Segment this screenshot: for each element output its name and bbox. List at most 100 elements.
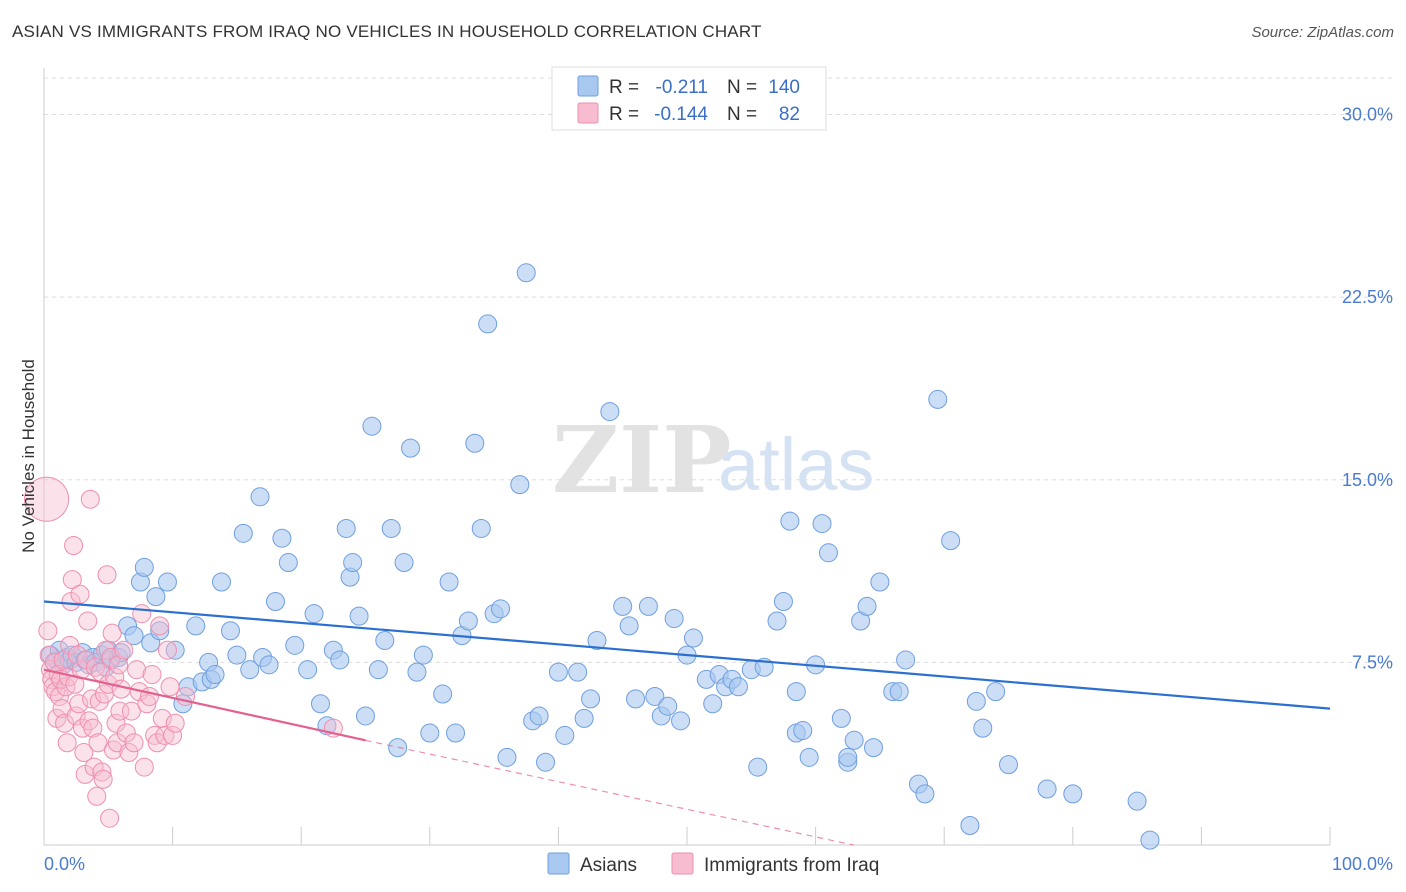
asian-point (134, 557, 154, 577)
y-tick-label: 22.5% (1342, 287, 1393, 307)
asian-point (799, 747, 819, 767)
asian-point (896, 650, 916, 670)
asian-point (165, 640, 185, 660)
asian-point (793, 721, 813, 741)
asian-trend-line (43, 600, 1331, 710)
asian-point (619, 616, 639, 636)
iraq-point (100, 808, 120, 828)
bottom-legend-iraq-swatch (671, 852, 694, 875)
asian-point (285, 635, 305, 655)
asian-point (645, 686, 665, 706)
asian-point (818, 543, 838, 563)
iraq-point (66, 706, 86, 726)
iraq-trend-line (43, 668, 366, 742)
iraq-point (157, 640, 177, 660)
asian-point (703, 694, 723, 714)
iraq-point (38, 621, 58, 641)
iraq-point (109, 655, 129, 675)
asian-point (613, 596, 633, 616)
asian-point (471, 518, 491, 538)
iraq-point (150, 616, 170, 636)
asian-point (330, 650, 350, 670)
iraq-point (110, 701, 130, 721)
iraq-point (124, 733, 144, 753)
x-tick-labels: 0.0% 100.0% (44, 854, 1393, 874)
asian-point (265, 592, 285, 612)
iraq-point (165, 713, 185, 733)
asian-point (227, 645, 247, 665)
iraq-points (24, 476, 343, 828)
iraq-point (93, 769, 113, 789)
asian-point (407, 662, 427, 682)
iraq-point (116, 723, 136, 743)
asian-point (394, 553, 414, 573)
iraq-point (114, 640, 134, 660)
chart-title: ASIAN VS IMMIGRANTS FROM IRAQ NO VEHICLE… (12, 22, 762, 41)
iraq-point (69, 694, 89, 714)
grid-lines (44, 77, 1392, 663)
iraq-point (132, 604, 152, 624)
asian-point (748, 757, 768, 777)
asian-point (1037, 779, 1057, 799)
asian-point (491, 599, 511, 619)
asian-point (536, 752, 556, 772)
iraq-point (67, 645, 87, 665)
iraq-trend-extension (365, 739, 854, 846)
legend-asian-r-label: R = (609, 77, 639, 98)
iraq-point (92, 762, 112, 782)
iraq-point (137, 694, 157, 714)
iraq-point (163, 725, 183, 745)
asian-point (671, 711, 691, 731)
asian-point (999, 755, 1018, 775)
iraq-point (73, 718, 93, 738)
legend-iraq-r-value: -0.144 (654, 104, 708, 125)
asian-point (375, 630, 395, 650)
asian-point (497, 747, 517, 767)
asian-point (186, 616, 206, 636)
asian-point (510, 475, 530, 495)
x-tick-label-min: 0.0% (44, 854, 85, 874)
asian-point (857, 596, 877, 616)
asian-point (446, 723, 466, 743)
iraq-point (82, 689, 102, 709)
asian-point (298, 660, 318, 680)
legend-iraq-swatch (577, 102, 599, 124)
iraq-point (78, 611, 98, 631)
iraq-point (62, 570, 82, 590)
asian-point (658, 696, 678, 716)
iraq-point (119, 742, 139, 762)
asian-point (986, 682, 1006, 702)
asian-point (529, 706, 549, 726)
asian-point (433, 684, 453, 704)
iraq-point (97, 565, 117, 585)
iraq-point (121, 701, 141, 721)
asian-point (786, 682, 806, 702)
iraq-point (134, 757, 154, 777)
y-tick-labels: 7.5% 15.0% 22.5% 30.0% (1342, 105, 1393, 673)
legend-asian-n-value: 140 (768, 77, 800, 98)
asian-point (388, 738, 408, 758)
iraq-point (102, 623, 122, 643)
asian-point (870, 572, 890, 592)
y-tick-label: 30.0% (1342, 105, 1393, 125)
asian-point (600, 402, 620, 422)
asian-point (548, 662, 568, 682)
asian-point (356, 706, 375, 726)
asian-point (368, 660, 388, 680)
asian-point (626, 689, 646, 709)
asian-point (812, 514, 832, 534)
asian-point (336, 518, 356, 538)
legend-iraq-r-label: R = (609, 104, 639, 125)
asian-point (349, 606, 369, 626)
y-tick-label: 7.5% (1352, 652, 1393, 672)
legend-asian-n-label: N = (727, 77, 757, 98)
asian-point (838, 747, 858, 767)
asian-point (973, 718, 993, 738)
iraq-point (70, 584, 90, 604)
iraq-point (87, 786, 107, 806)
iraq-point (106, 713, 126, 733)
asian-point (413, 645, 433, 665)
asian-point (157, 572, 177, 592)
asian-point (941, 531, 961, 551)
